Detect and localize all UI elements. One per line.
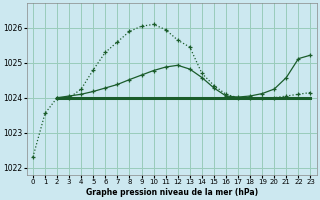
X-axis label: Graphe pression niveau de la mer (hPa): Graphe pression niveau de la mer (hPa) — [86, 188, 258, 197]
